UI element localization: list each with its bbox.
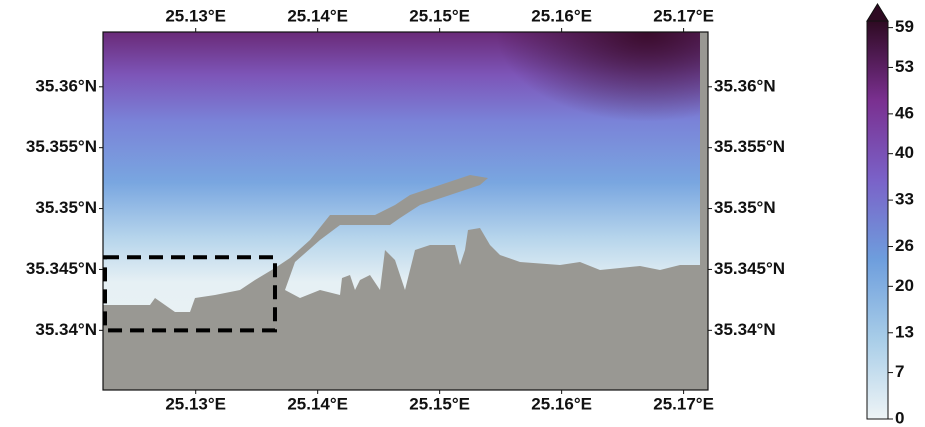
x-tick-label: 25.17°E [653,6,714,25]
y-tick-label: 35.36°N [35,76,97,95]
colorbar-tick-label: 20 [895,276,914,295]
map-frame [102,31,709,391]
study-box [103,255,277,333]
y-tick-label: 35.36°N [714,76,776,95]
colorbar-extend [866,3,889,22]
y-tick-label: 35.35°N [35,198,97,217]
y-tick-label: 35.35°N [714,198,776,217]
colorbar-tick-label: 0 [895,408,904,427]
colorbar-tick-label: 33 [895,190,914,209]
colorbar-tick-label: 7 [895,362,904,381]
colorbar-tick-label: 59 [895,17,914,36]
y-tick-label: 35.34°N [35,320,97,339]
colorbar-tick-label: 46 [895,103,914,122]
y-tick-label: 35.355°N [714,137,785,156]
colorbar-tick-label: 40 [895,143,914,162]
x-tick-label: 25.14°E [287,6,348,25]
x-tick-label: 25.16°E [531,394,592,413]
colorbar [866,20,889,420]
x-tick-label: 25.15°E [409,394,470,413]
y-tick-label: 35.355°N [26,137,97,156]
x-tick-label: 25.14°E [287,394,348,413]
x-tick-label: 25.17°E [653,394,714,413]
y-tick-label: 35.345°N [26,259,97,278]
x-tick-label: 25.16°E [531,6,592,25]
y-tick-label: 35.345°N [714,259,785,278]
y-tick-label: 35.34°N [714,320,776,339]
colorbar-tick-label: 13 [895,322,914,341]
colorbar-tick-label: 53 [895,57,914,76]
x-tick-label: 25.15°E [409,6,470,25]
land [103,32,708,390]
colorbar-tick-label: 26 [895,236,914,255]
x-tick-label: 25.13°E [165,394,226,413]
x-tick-label: 25.13°E [165,6,226,25]
